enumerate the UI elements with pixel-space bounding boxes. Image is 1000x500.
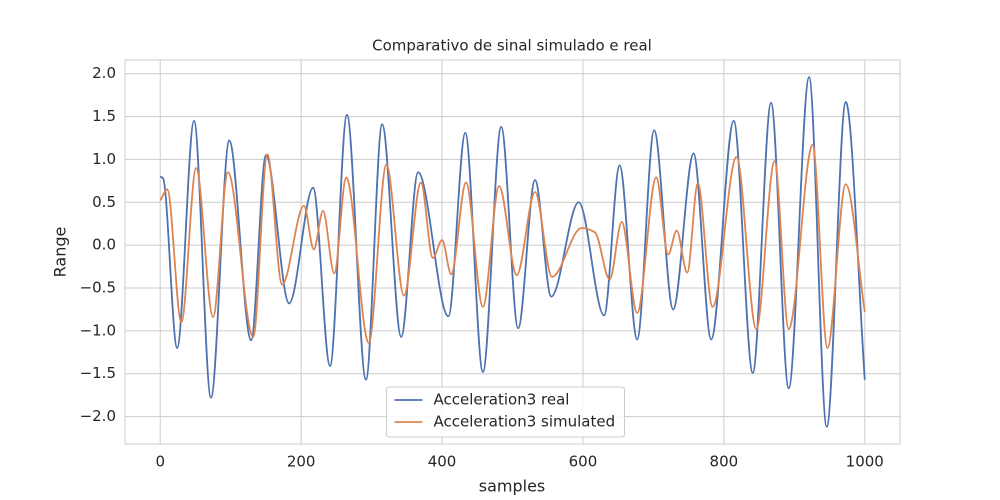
y-tick-label: −1.0 xyxy=(80,321,116,339)
legend-box xyxy=(386,386,625,438)
y-tick-label: 0.0 xyxy=(92,236,116,254)
y-tick-label: −2.0 xyxy=(80,407,116,425)
series-line xyxy=(159,76,866,428)
y-tick-label: 1.5 xyxy=(92,107,116,125)
y-tick-label: 1.0 xyxy=(92,150,116,168)
y-tick-label: −0.5 xyxy=(80,279,116,297)
x-axis-label: samples xyxy=(479,477,546,496)
legend: Acceleration3 real Acceleration3 simulate… xyxy=(386,386,625,438)
x-tick-label: 0 xyxy=(155,453,165,471)
x-tick-label: 200 xyxy=(287,453,316,471)
x-tick-label: 400 xyxy=(428,453,457,471)
y-tick-label: 0.5 xyxy=(92,193,116,211)
series-line xyxy=(159,143,866,349)
y-tick-label: −1.5 xyxy=(80,364,116,382)
x-tick-label: 800 xyxy=(710,453,739,471)
y-axis-label: Range xyxy=(51,227,70,278)
y-tick-label: 2.0 xyxy=(92,64,116,82)
x-tick-label: 600 xyxy=(569,453,598,471)
legend-label: Acceleration3 simulated xyxy=(434,413,616,431)
chart-title: Comparativo de sinal simulado e real xyxy=(372,37,652,55)
legend-label: Acceleration3 real xyxy=(434,391,570,409)
plot-area xyxy=(124,59,901,445)
x-tick-label: 1000 xyxy=(846,453,884,471)
